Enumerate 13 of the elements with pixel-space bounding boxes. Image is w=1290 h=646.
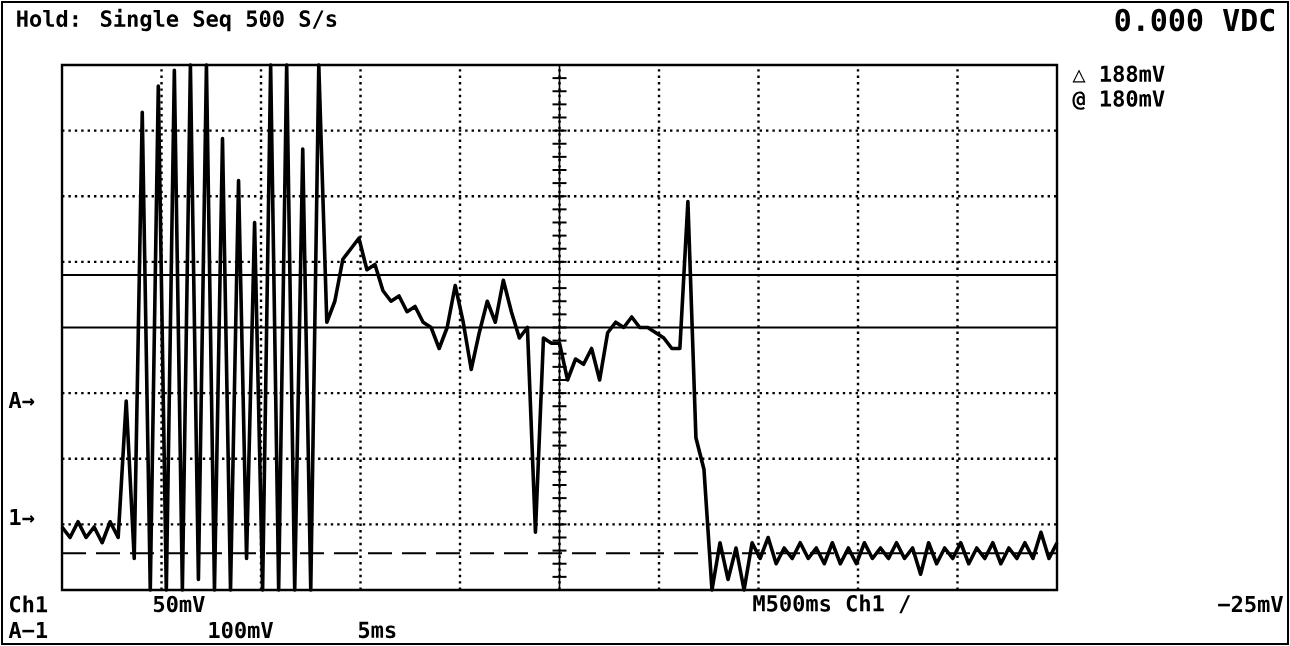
text: A−1 [8, 621, 48, 638]
chart-title: Hold: Single Seq 500 S/s [17, 8, 337, 32]
text: 50mV [153, 595, 205, 613]
text: @ 180mV [1072, 90, 1165, 110]
text: −25mV [1218, 595, 1283, 613]
text: A→ [8, 391, 35, 408]
text: 100mV [209, 621, 274, 639]
text: 1→ [10, 508, 35, 525]
text: 5ms [358, 621, 396, 639]
text: Ch1 [10, 595, 48, 613]
text: △ 188mV [1072, 65, 1165, 83]
text: M500ms Ch1 / [753, 594, 911, 614]
text: 0.000 VDC [1115, 8, 1275, 32]
